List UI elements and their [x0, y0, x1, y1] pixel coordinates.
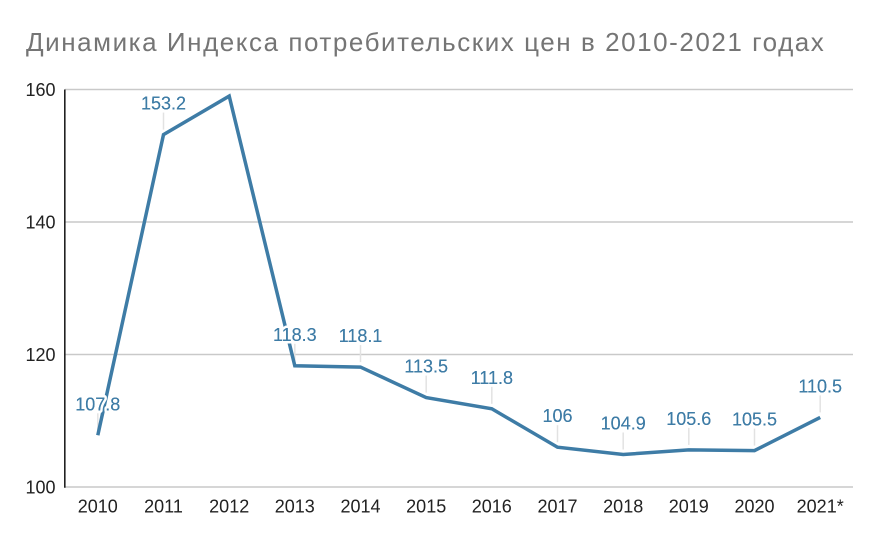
svg-text:100: 100: [25, 478, 55, 498]
svg-text:105.5: 105.5: [732, 410, 777, 430]
svg-text:106: 106: [542, 406, 572, 426]
svg-text:118.1: 118.1: [339, 326, 383, 346]
svg-text:153.2: 153.2: [141, 94, 186, 114]
svg-text:153.2: 153.2: [141, 94, 186, 114]
svg-text:113.5: 113.5: [404, 357, 448, 377]
svg-text:113.5: 113.5: [404, 357, 448, 377]
svg-text:118.3: 118.3: [273, 325, 317, 345]
svg-text:110.5: 110.5: [798, 376, 842, 396]
svg-text:107.8: 107.8: [75, 394, 120, 414]
svg-text:2011: 2011: [144, 497, 183, 517]
svg-text:2013: 2013: [275, 497, 315, 517]
svg-text:107.8: 107.8: [75, 394, 120, 414]
svg-text:2020: 2020: [734, 497, 774, 517]
svg-text:2010: 2010: [78, 497, 118, 517]
svg-text:2015: 2015: [406, 497, 446, 517]
svg-text:2021*: 2021*: [797, 497, 844, 517]
svg-text:111.8: 111.8: [471, 368, 513, 388]
svg-text:2018: 2018: [603, 497, 643, 517]
svg-text:105.5: 105.5: [732, 410, 777, 430]
svg-text:104.9: 104.9: [601, 414, 646, 434]
svg-text:2017: 2017: [537, 497, 577, 517]
svg-text:160: 160: [25, 80, 55, 100]
svg-text:2016: 2016: [472, 497, 512, 517]
svg-text:2014: 2014: [340, 497, 380, 517]
svg-text:110.5: 110.5: [798, 376, 842, 396]
svg-text:118.1: 118.1: [339, 326, 383, 346]
svg-text:118.3: 118.3: [273, 325, 317, 345]
svg-text:2012: 2012: [209, 497, 249, 517]
svg-text:111.8: 111.8: [471, 368, 513, 388]
svg-text:105.6: 105.6: [666, 409, 711, 429]
svg-text:2019: 2019: [669, 497, 709, 517]
svg-text:106: 106: [542, 406, 572, 426]
svg-text:104.9: 104.9: [601, 414, 646, 434]
svg-text:140: 140: [25, 213, 55, 233]
svg-text:120: 120: [25, 345, 55, 365]
svg-text:105.6: 105.6: [666, 409, 711, 429]
svg-text:Динамика Индекса потребительск: Динамика Индекса потребительских цен в 2…: [26, 27, 825, 57]
